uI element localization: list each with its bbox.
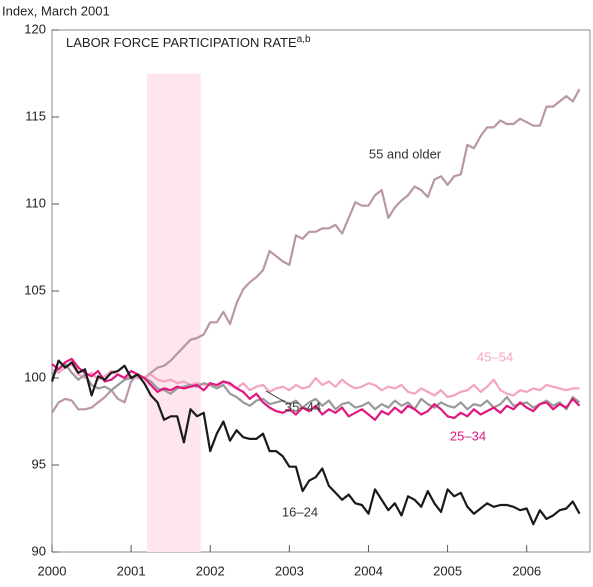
title-text: LABOR FORCE PARTICIPATION RATE [66,35,297,50]
series-line [50,359,581,526]
series-label: 25–34 [450,428,486,443]
title-superscript: a,b [297,34,311,45]
x-tick-label: 2002 [196,563,225,578]
series-label: 55 and older [369,146,442,161]
x-tick-label: 2000 [38,563,67,578]
recession-shading [146,73,201,552]
y-tick-label: 100 [24,369,46,384]
x-tick-label: 2004 [354,563,383,578]
y-axis-label: Index, March 2001 [2,3,110,18]
series-label: 16–24 [282,504,318,519]
y-tick-label: 105 [24,282,46,297]
plot-area [51,29,591,553]
x-tick-label: 2005 [433,563,462,578]
series-label: 45–54 [477,349,513,364]
chart-title: LABOR FORCE PARTICIPATION RATEa,b [66,34,311,51]
y-tick-label: 115 [25,108,46,123]
y-tick-label: 90 [32,543,46,558]
y-tick-label: 95 [32,456,46,471]
series-label: 35–44 [285,399,321,414]
x-tick-label: 2003 [275,563,304,578]
x-tick-label: 2001 [117,563,146,578]
leader-line [265,390,286,403]
x-tick-label: 2006 [512,563,541,578]
y-tick-label: 120 [24,21,46,36]
y-tick-label: 110 [25,195,46,210]
